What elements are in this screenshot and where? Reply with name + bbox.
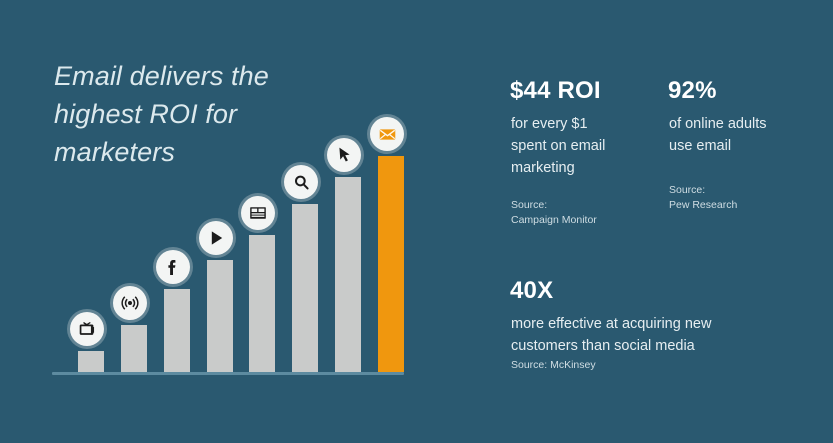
play-video-icon-badge: [199, 221, 233, 255]
bar-television: [78, 351, 104, 372]
bar-chart: [52, 117, 404, 375]
cursor-pointer-icon-badge: [327, 138, 361, 172]
newspaper-icon-badge: [241, 196, 275, 230]
stat-body-roi: for every $1 spent on email marketing: [511, 116, 606, 177]
bar-search: [292, 204, 318, 372]
stat-value-acquisition: 40X: [510, 277, 554, 304]
play-video-icon: [206, 228, 226, 248]
stat-source-roi: Source: Campaign Monitor: [511, 199, 597, 226]
stat-source-adoption: Source: Pew Research: [669, 184, 738, 211]
tv-icon-badge: [70, 312, 104, 346]
cursor-pointer-icon: [334, 145, 354, 165]
search-icon: [292, 173, 311, 192]
bar-video: [207, 260, 233, 372]
page-title: Email delivers the highest ROI for marke…: [54, 61, 269, 167]
stat-source-acquisition: Source: McKinsey: [511, 359, 596, 371]
stat-body-adoption: of online adults use email: [669, 116, 767, 155]
search-icon-badge: [284, 165, 318, 199]
bar-facebook: [164, 289, 190, 372]
tv-icon: [78, 320, 97, 339]
bar-display-ads: [335, 177, 361, 372]
stat-value-adoption: 92%: [668, 77, 717, 104]
stat-body-acquisition: more effective at acquiring new customer…: [511, 316, 712, 355]
radio-broadcast-icon-badge: [113, 286, 147, 320]
facebook-icon: [163, 257, 183, 277]
facebook-icon-badge: [156, 250, 190, 284]
bar-email: [378, 156, 404, 372]
stat-value-roi: $44 ROI: [510, 77, 601, 104]
chart-baseline: [52, 372, 404, 375]
bar-radio: [121, 325, 147, 372]
newspaper-icon: [248, 203, 268, 223]
bar-newspaper: [249, 235, 275, 372]
envelope-icon-badge: [370, 117, 404, 151]
radio-broadcast-icon: [120, 293, 140, 313]
envelope-icon: [378, 125, 397, 144]
